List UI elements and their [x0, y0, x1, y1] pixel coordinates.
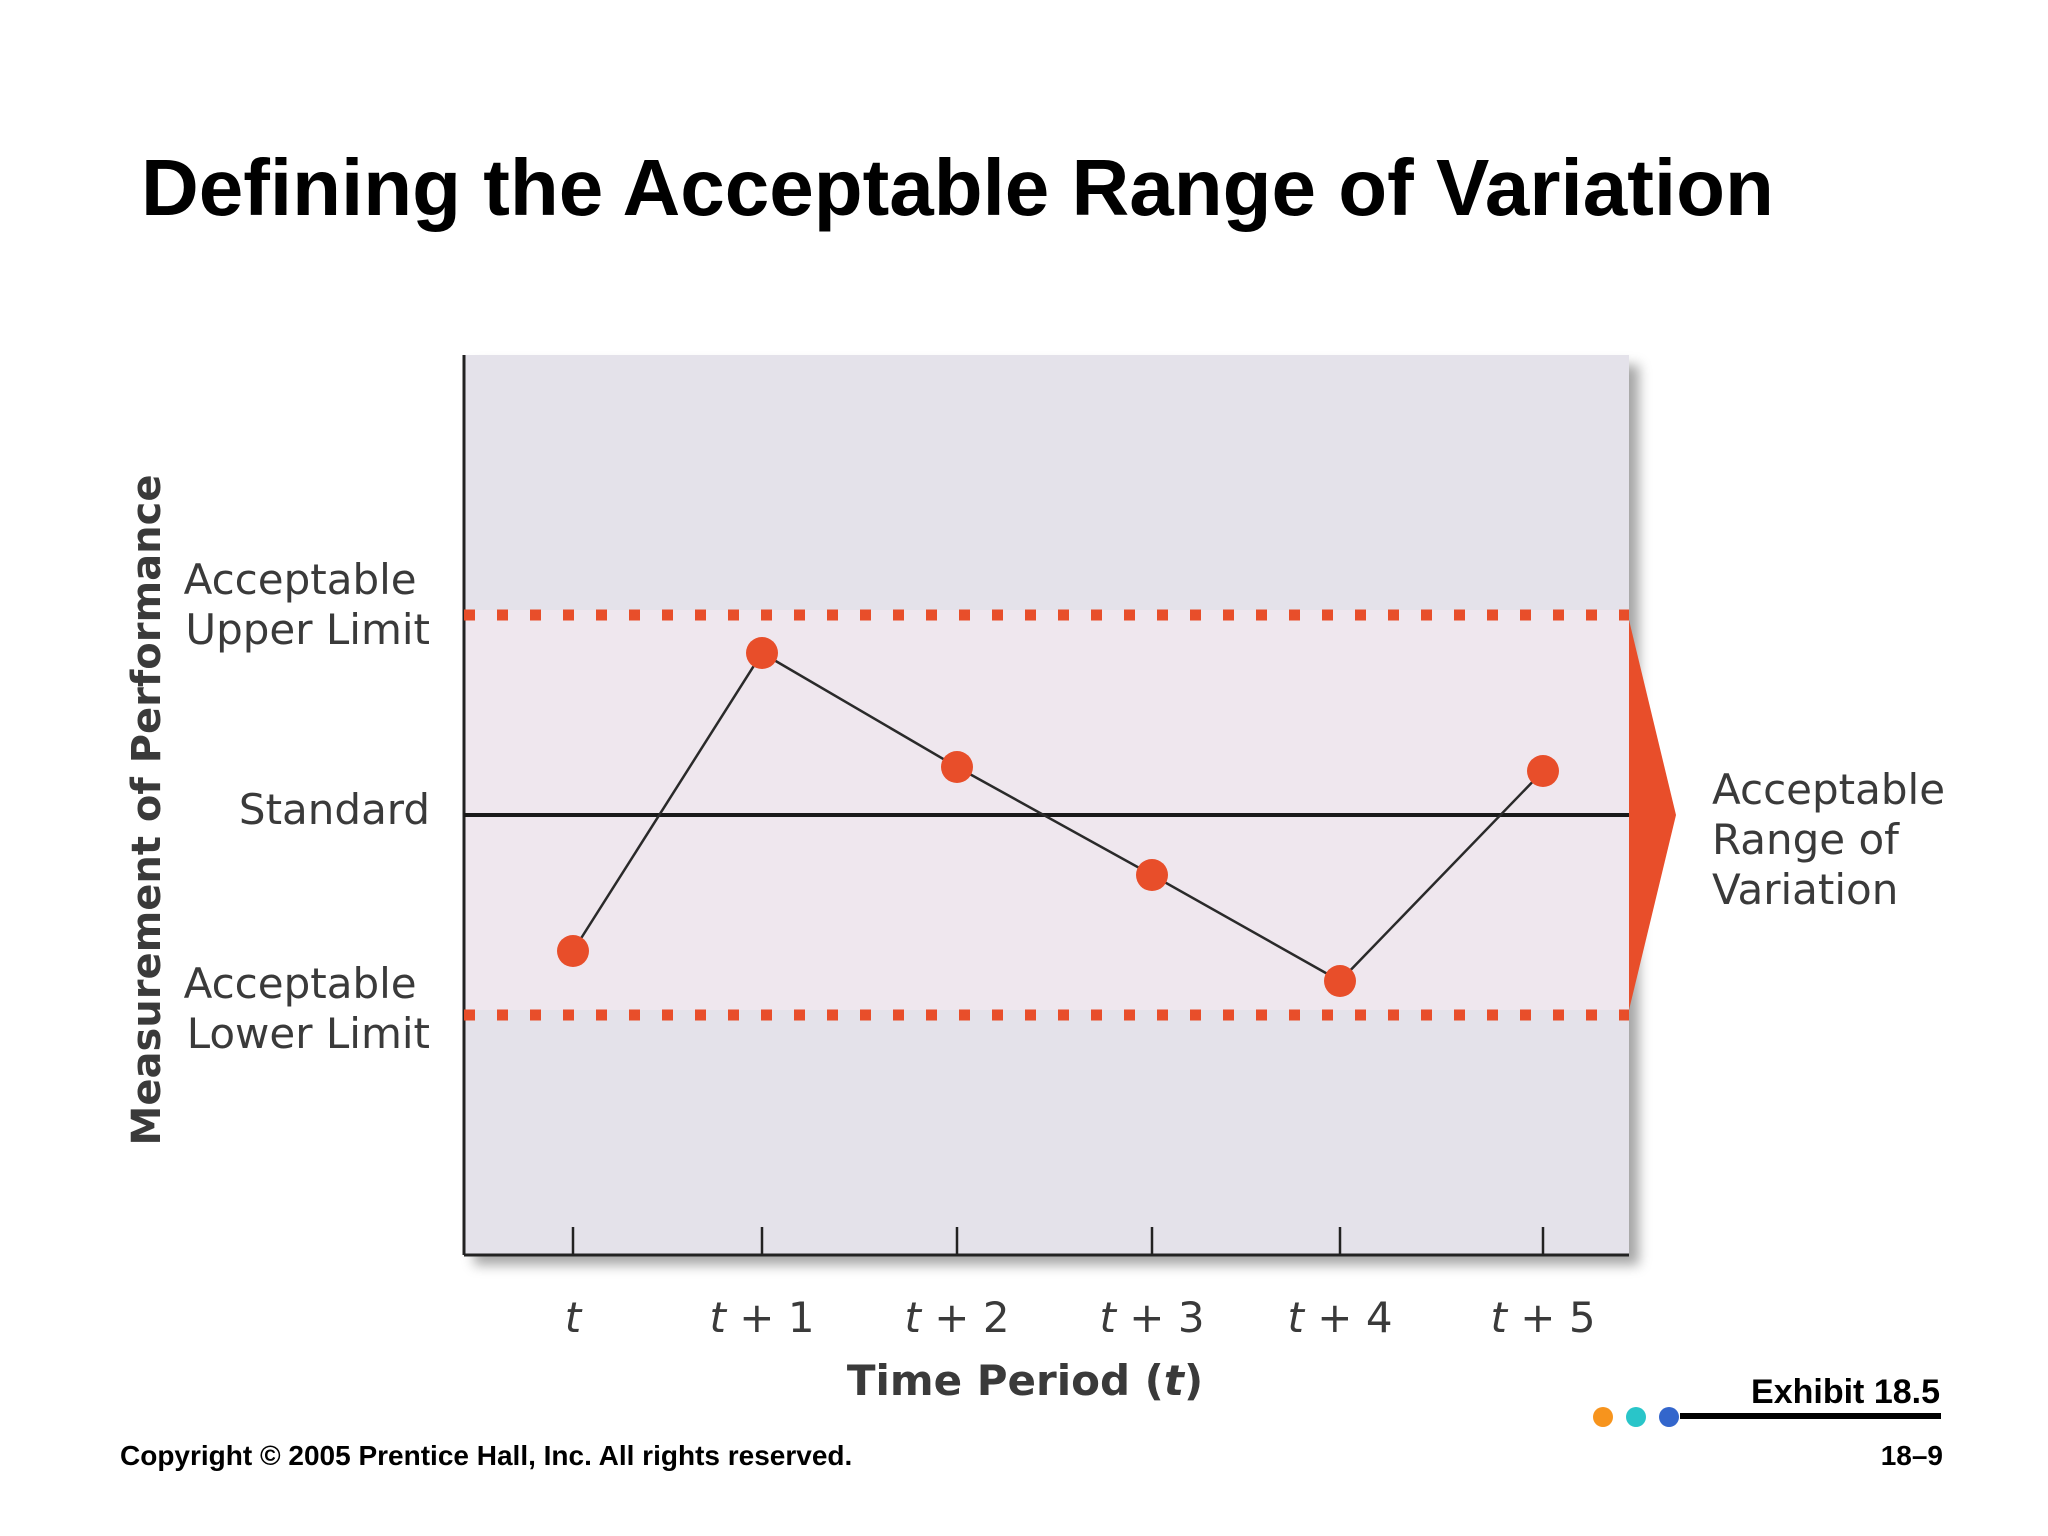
accent-dot-blue: [1659, 1407, 1679, 1427]
y-axis-title: Measurement of Performance: [124, 475, 170, 1146]
data-point: [1324, 965, 1356, 997]
exhibit-rule: [1680, 1413, 1941, 1419]
accent-dot-orange: [1593, 1407, 1613, 1427]
data-point: [557, 935, 589, 967]
upper-limit-label: Acceptable Upper Limit: [184, 555, 430, 654]
series-line: [571, 651, 1544, 983]
data-point: [746, 637, 778, 669]
range-arrow: [1629, 620, 1676, 1010]
x-tick-label: t + 1: [709, 1293, 814, 1342]
slide-number: 18–9: [1880, 1440, 1943, 1471]
x-tick-label: t + 4: [1287, 1293, 1392, 1342]
copyright: Copyright © 2005 Prentice Hall, Inc. All…: [120, 1440, 853, 1471]
x-tick-label: t + 3: [1099, 1293, 1204, 1342]
x-tick-label: t: [565, 1293, 583, 1342]
exhibit-label: Exhibit 18.5: [1751, 1373, 1940, 1411]
lower-limit-label: Acceptable Lower Limit: [184, 959, 430, 1058]
range-annotation: Acceptable Range of Variation: [1712, 765, 1958, 914]
data-point: [1136, 859, 1168, 891]
x-tick-label: t + 2: [904, 1293, 1009, 1342]
x-axis-title: Time Period (t): [847, 1356, 1203, 1405]
x-tick-label: t + 5: [1490, 1293, 1595, 1342]
data-point: [1527, 755, 1559, 787]
data-point: [941, 751, 973, 783]
slide-title: Defining the Acceptable Range of Variati…: [141, 143, 1774, 232]
accent-dot-teal: [1626, 1407, 1646, 1427]
standard-label: Standard: [239, 785, 430, 834]
acceptable-band: [464, 610, 1629, 1010]
